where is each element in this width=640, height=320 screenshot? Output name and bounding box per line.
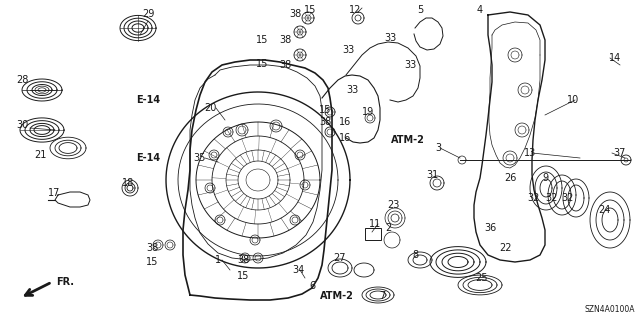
Text: 2: 2 bbox=[385, 223, 391, 233]
Text: 31: 31 bbox=[426, 170, 438, 180]
Text: 5: 5 bbox=[417, 5, 423, 15]
Text: 21: 21 bbox=[34, 150, 46, 160]
Text: FR.: FR. bbox=[56, 277, 74, 287]
Text: 36: 36 bbox=[484, 223, 496, 233]
Text: 15: 15 bbox=[237, 271, 249, 281]
Text: 4: 4 bbox=[477, 5, 483, 15]
Text: 15: 15 bbox=[304, 5, 316, 15]
Text: 6: 6 bbox=[309, 281, 315, 291]
Text: 11: 11 bbox=[369, 219, 381, 229]
Text: E-14: E-14 bbox=[136, 95, 160, 105]
Text: 12: 12 bbox=[349, 5, 361, 15]
Text: 27: 27 bbox=[333, 253, 346, 263]
Text: 38: 38 bbox=[237, 255, 249, 265]
Text: 33: 33 bbox=[384, 33, 396, 43]
Text: 15: 15 bbox=[319, 105, 331, 115]
Text: ATM-2: ATM-2 bbox=[320, 291, 354, 301]
Text: 37: 37 bbox=[614, 148, 626, 158]
Text: 38: 38 bbox=[319, 117, 331, 127]
Text: 10: 10 bbox=[567, 95, 579, 105]
Text: 38: 38 bbox=[146, 243, 158, 253]
Text: 32: 32 bbox=[562, 193, 574, 203]
Text: 35: 35 bbox=[194, 153, 206, 163]
Text: E-14: E-14 bbox=[136, 153, 160, 163]
Text: 34: 34 bbox=[292, 265, 304, 275]
Text: 17: 17 bbox=[48, 188, 60, 198]
Text: 15: 15 bbox=[256, 35, 268, 45]
Text: ATM-2: ATM-2 bbox=[391, 135, 425, 145]
Text: 25: 25 bbox=[476, 273, 488, 283]
Text: 19: 19 bbox=[362, 107, 374, 117]
Text: 15: 15 bbox=[256, 59, 268, 69]
Text: 8: 8 bbox=[412, 250, 418, 260]
Text: 18: 18 bbox=[122, 178, 134, 188]
Text: 9: 9 bbox=[542, 173, 548, 183]
Text: 33: 33 bbox=[404, 60, 416, 70]
Text: 1: 1 bbox=[215, 255, 221, 265]
Text: 29: 29 bbox=[142, 9, 154, 19]
Text: 15: 15 bbox=[146, 257, 158, 267]
Text: 33: 33 bbox=[346, 85, 358, 95]
Text: 38: 38 bbox=[289, 9, 301, 19]
Text: 28: 28 bbox=[16, 75, 28, 85]
Text: 23: 23 bbox=[387, 200, 399, 210]
Text: 26: 26 bbox=[504, 173, 516, 183]
Text: 3: 3 bbox=[435, 143, 441, 153]
Text: 16: 16 bbox=[339, 117, 351, 127]
Text: SZN4A0100A: SZN4A0100A bbox=[584, 305, 635, 314]
Text: 20: 20 bbox=[204, 103, 216, 113]
Text: 7: 7 bbox=[379, 291, 385, 301]
Text: 38: 38 bbox=[279, 35, 291, 45]
Text: 32: 32 bbox=[545, 193, 557, 203]
Text: 30: 30 bbox=[16, 120, 28, 130]
Text: 16: 16 bbox=[339, 133, 351, 143]
Text: 38: 38 bbox=[279, 60, 291, 70]
Text: 33: 33 bbox=[342, 45, 354, 55]
Text: 32: 32 bbox=[527, 193, 539, 203]
Text: 14: 14 bbox=[609, 53, 621, 63]
Text: 22: 22 bbox=[499, 243, 511, 253]
Text: 24: 24 bbox=[598, 205, 610, 215]
Text: 13: 13 bbox=[524, 148, 536, 158]
